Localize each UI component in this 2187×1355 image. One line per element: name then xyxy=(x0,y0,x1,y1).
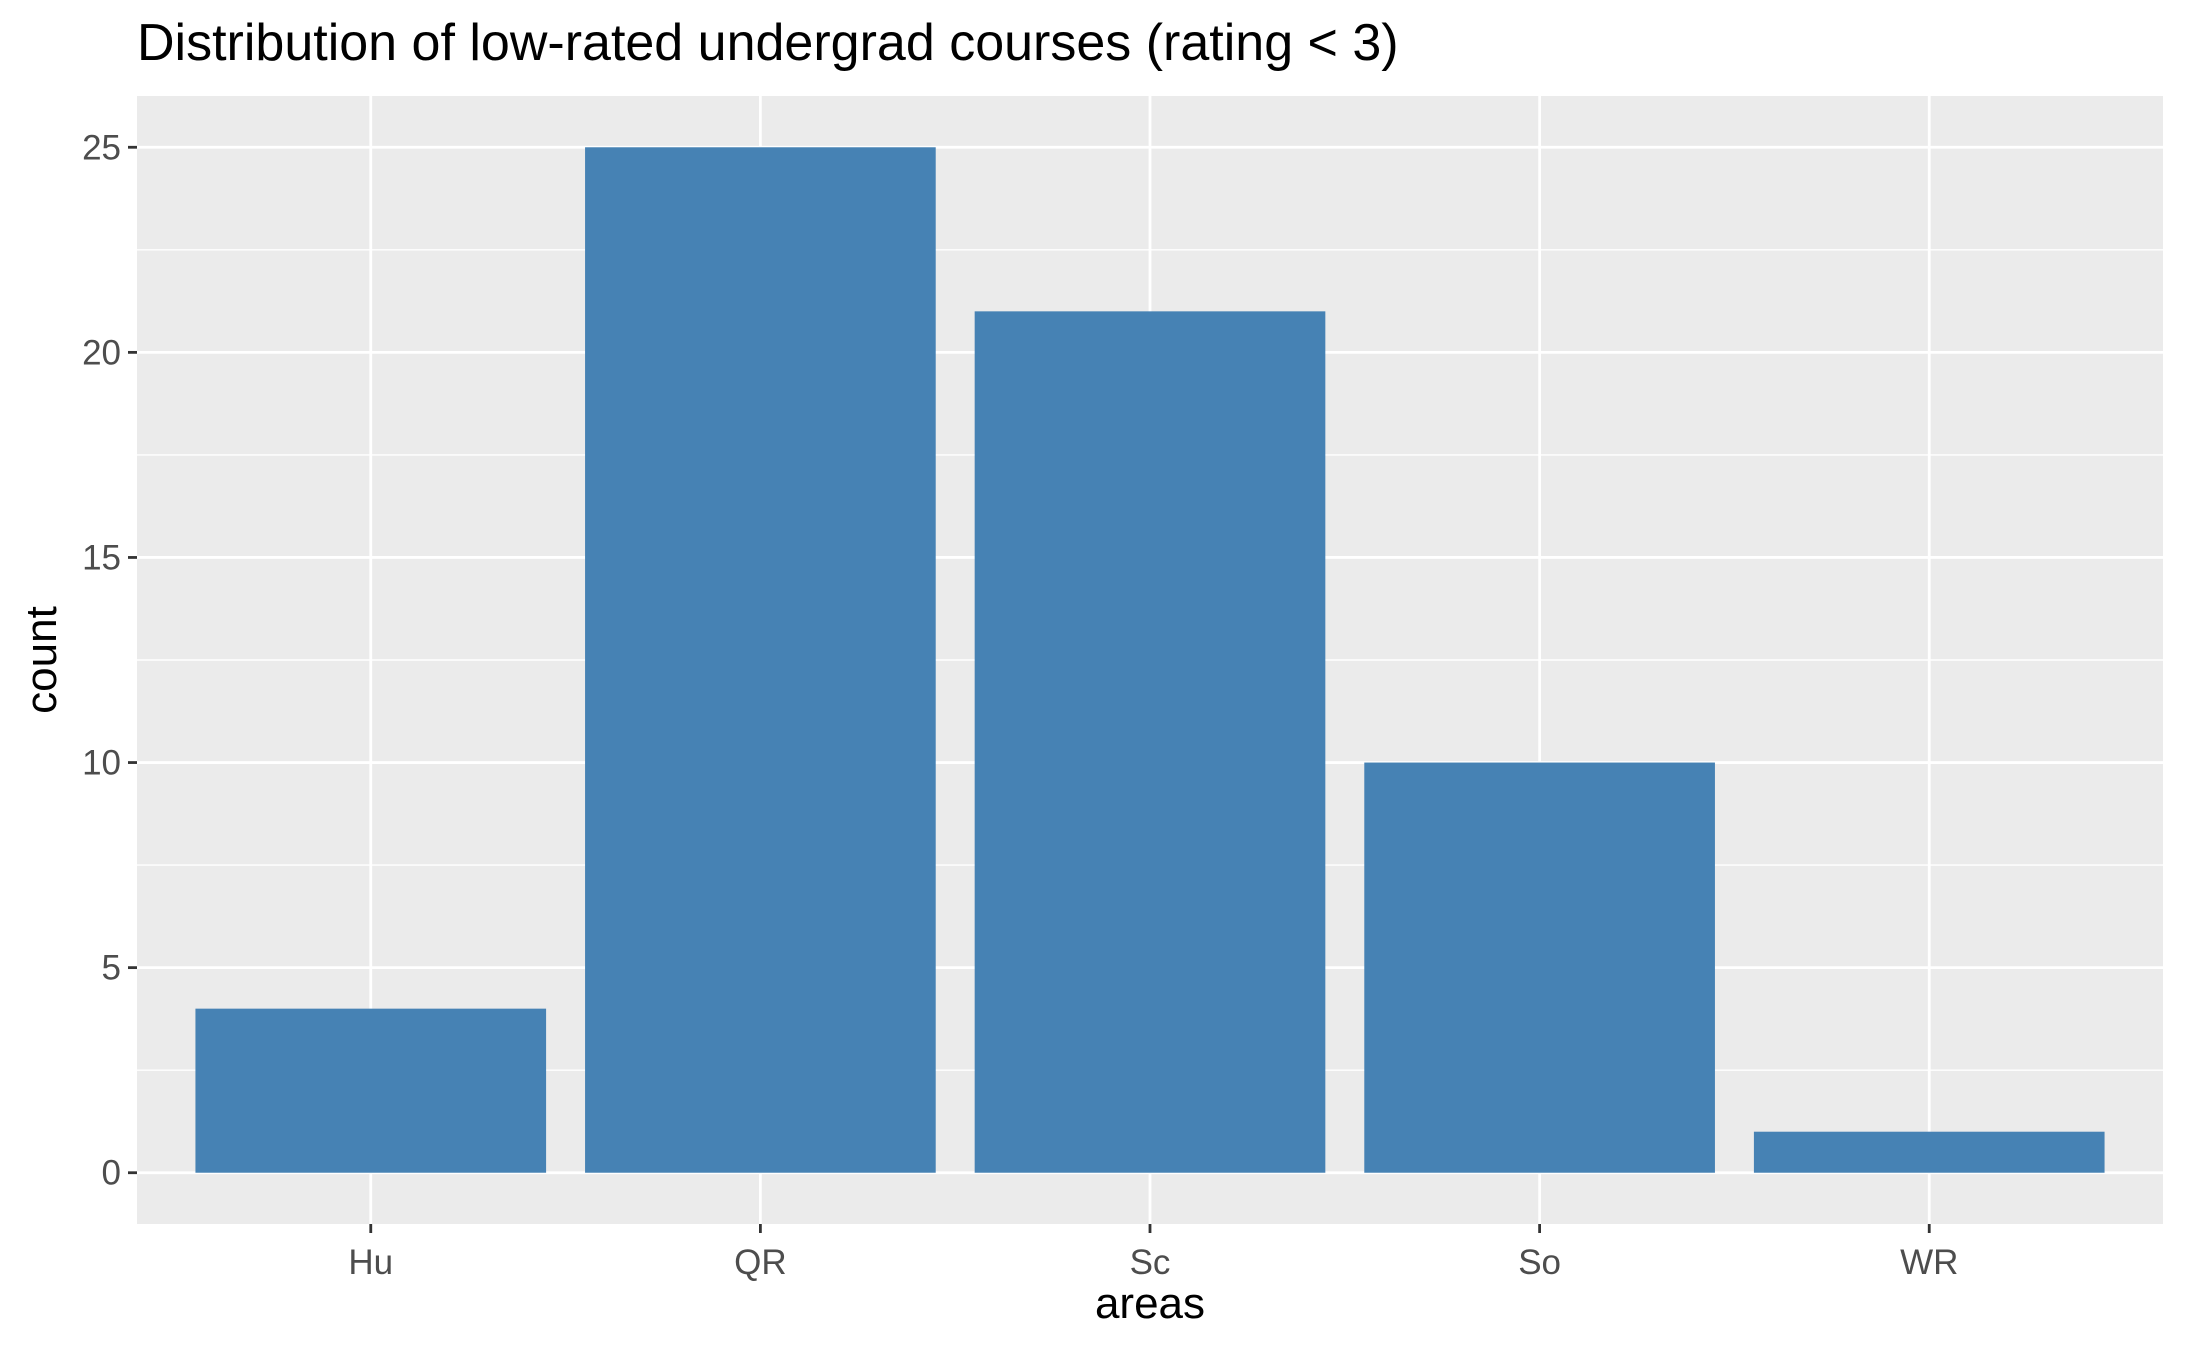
y-tick-label: 5 xyxy=(102,949,121,988)
x-axis: Hu QR Sc So WR xyxy=(348,1224,1958,1282)
bar-wr xyxy=(1753,1131,2105,1173)
chart-title: Distribution of low-rated undergrad cour… xyxy=(137,14,1399,72)
bar-qr xyxy=(585,147,936,1173)
bar-sc xyxy=(974,311,1326,1173)
bars xyxy=(195,147,2105,1173)
x-axis-title: areas xyxy=(1095,1279,1205,1328)
y-tick-label: 20 xyxy=(82,333,121,372)
y-tick-label: 15 xyxy=(82,538,121,577)
x-tick-label: Hu xyxy=(348,1243,393,1282)
x-tick-label: WR xyxy=(1900,1243,1958,1282)
y-tick-label: 0 xyxy=(102,1154,121,1193)
x-tick-label: QR xyxy=(734,1243,787,1282)
x-tick-label: So xyxy=(1518,1243,1561,1282)
y-axis-title: count xyxy=(17,606,66,714)
x-tick-label: Sc xyxy=(1130,1243,1171,1282)
bar-hu xyxy=(195,1008,547,1173)
y-tick-label: 10 xyxy=(82,744,121,783)
bar-so xyxy=(1364,762,1715,1173)
y-tick-label: 25 xyxy=(82,128,121,167)
y-axis: 0 5 10 15 20 25 xyxy=(82,128,137,1193)
